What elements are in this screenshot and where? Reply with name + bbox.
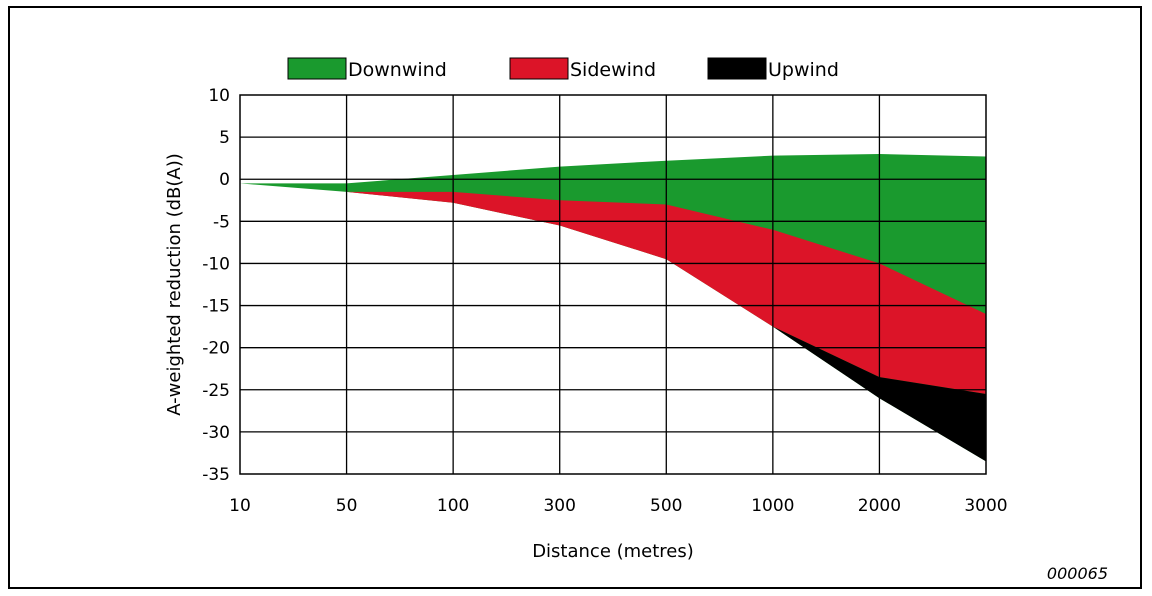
x-axis-ticks: 10 50 100 300 500 1000 2000 3000	[229, 496, 1007, 516]
legend-swatch-sidewind	[509, 57, 569, 80]
x-tick-label: 3000	[964, 496, 1007, 516]
legend-label-downwind: Downwind	[348, 59, 447, 81]
y-tick-label: -15	[202, 297, 230, 317]
plot-areas	[240, 154, 986, 462]
figure-code: 000065	[1047, 564, 1108, 583]
legend-label-sidewind: Sidewind	[570, 59, 656, 81]
grid-lines	[240, 95, 986, 474]
y-tick-label: -35	[202, 465, 230, 485]
x-axis-label: Distance (metres)	[532, 541, 694, 562]
y-tick-label: -5	[213, 212, 230, 232]
legend-swatch-upwind	[707, 57, 767, 80]
y-axis-label: A-weighted reduction (dB(A))	[164, 153, 185, 416]
y-tick-label: -30	[202, 423, 230, 443]
legend-label-upwind: Upwind	[768, 59, 839, 81]
y-tick-label: -10	[202, 254, 230, 274]
legend-swatch-downwind	[287, 57, 347, 80]
x-tick-label: 10	[229, 496, 251, 516]
x-tick-label: 500	[650, 496, 682, 516]
y-tick-label: 10	[208, 86, 230, 106]
x-tick-label: 1000	[751, 496, 794, 516]
y-tick-label: 0	[219, 170, 230, 190]
x-tick-label: 2000	[858, 496, 901, 516]
y-tick-label: 5	[219, 128, 230, 148]
y-axis-ticks: 10 5 0 -5 -10 -15 -20 -25 -30 -35	[202, 86, 230, 485]
legend: Downwind Sidewind Upwind	[287, 57, 839, 81]
y-tick-label: -20	[202, 339, 230, 359]
x-tick-label: 100	[437, 496, 469, 516]
y-tick-label: -25	[202, 381, 230, 401]
area-downwind	[240, 154, 986, 462]
x-tick-label: 300	[543, 496, 575, 516]
area-sidewind	[240, 183, 986, 394]
x-tick-label: 50	[336, 496, 358, 516]
plot-border	[239, 94, 987, 475]
